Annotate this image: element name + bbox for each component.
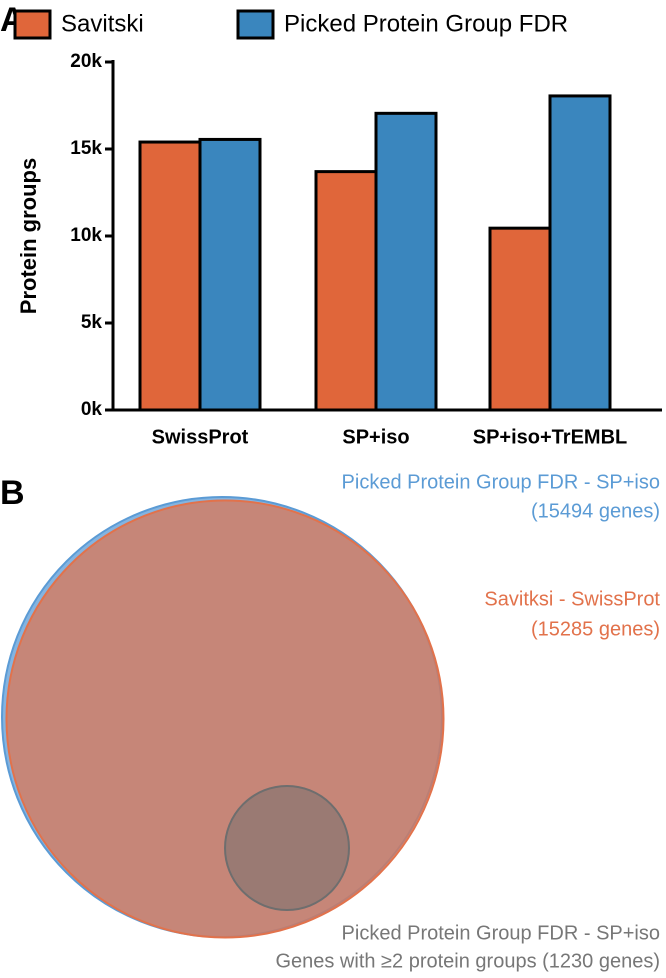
venn-label: Savitksi - SwissProt: [484, 588, 660, 610]
venn-label: Picked Protein Group FDR - SP+iso: [342, 471, 660, 493]
bar: [314, 170, 378, 412]
venn-circle: [224, 785, 350, 911]
venn-detail: Genes with ≥2 protein groups (1230 genes…: [275, 950, 660, 972]
y-tick-label: 20k: [70, 51, 102, 72]
legend-swatch: [13, 9, 52, 40]
y-tick-label: 15k: [70, 138, 102, 159]
legend-swatch: [236, 9, 275, 40]
y-tick-label: 5k: [81, 312, 103, 333]
bar: [138, 140, 202, 412]
venn-detail: (15285 genes): [531, 618, 660, 640]
y-tick-label: 0k: [81, 399, 103, 420]
x-tick-label: SwissProt: [152, 426, 249, 448]
bar: [374, 111, 438, 412]
bar: [198, 137, 262, 412]
bar: [488, 226, 552, 412]
x-tick-label: SP+iso: [342, 426, 409, 448]
venn-circle: [5, 499, 445, 939]
bar: [548, 94, 612, 412]
legend-label: Picked Protein Group FDR: [284, 10, 568, 37]
venn-label: Picked Protein Group FDR - SP+iso: [342, 922, 660, 944]
legend-label: Savitski: [61, 10, 144, 37]
venn-detail: (15494 genes): [531, 500, 660, 522]
y-tick-label: 10k: [70, 225, 102, 246]
y-axis-label: Protein groups: [16, 158, 41, 314]
x-tick-label: SP+iso+TrEMBL: [473, 426, 628, 448]
panel-label: B: [0, 474, 25, 512]
